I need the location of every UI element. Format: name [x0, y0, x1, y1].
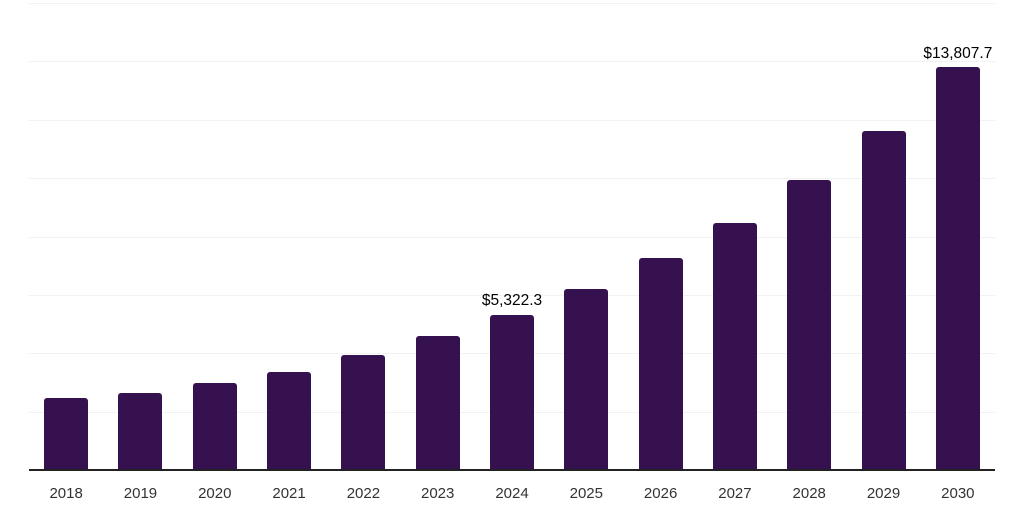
bar-2029	[861, 130, 906, 470]
x-tick-2019: 2019	[123, 485, 158, 502]
bar-2021	[267, 371, 312, 470]
x-axis-labels: 2018 2019 2020 2021 2022 2023 2024 2025 2026 2027…	[29, 485, 995, 505]
gridline-16000	[29, 3, 995, 4]
bar-2018	[44, 397, 89, 470]
x-tick-2028: 2028	[792, 485, 826, 502]
x-tick-2023: 2023	[421, 485, 455, 502]
gridline-10000	[29, 178, 995, 180]
data-label-2030: $13,807.7	[923, 44, 993, 62]
bar-2024	[490, 314, 534, 470]
gridline-14000	[29, 61, 995, 63]
x-tick-2027: 2027	[718, 485, 752, 502]
gridline-8000	[29, 236, 995, 238]
x-tick-2025: 2025	[569, 485, 603, 502]
bar-chart-plot-area: $5,322.3 $13,807.7	[29, 3, 995, 471]
x-tick-2022: 2022	[346, 485, 381, 502]
bar-2022	[341, 355, 386, 470]
data-label-2024: $5,322.3	[481, 292, 543, 310]
bar-2020	[192, 382, 237, 470]
gridline-6000	[29, 294, 995, 296]
x-tick-2030: 2030	[941, 485, 975, 502]
bar-2019	[118, 392, 163, 470]
bar-2025	[564, 288, 609, 470]
x-tick-2020: 2020	[198, 485, 232, 502]
gridline-12000	[29, 119, 995, 121]
x-tick-2021: 2021	[272, 485, 306, 502]
bar-2030	[935, 67, 980, 470]
x-tick-2029: 2029	[866, 485, 901, 502]
x-axis-line	[29, 469, 995, 471]
x-tick-2018: 2018	[49, 485, 83, 502]
bar-2023	[415, 335, 460, 470]
bar-2028	[787, 180, 832, 470]
bar-2026	[638, 257, 683, 470]
x-tick-2024: 2024	[495, 485, 529, 502]
bar-2027	[712, 223, 757, 470]
x-tick-2026: 2026	[643, 485, 678, 502]
